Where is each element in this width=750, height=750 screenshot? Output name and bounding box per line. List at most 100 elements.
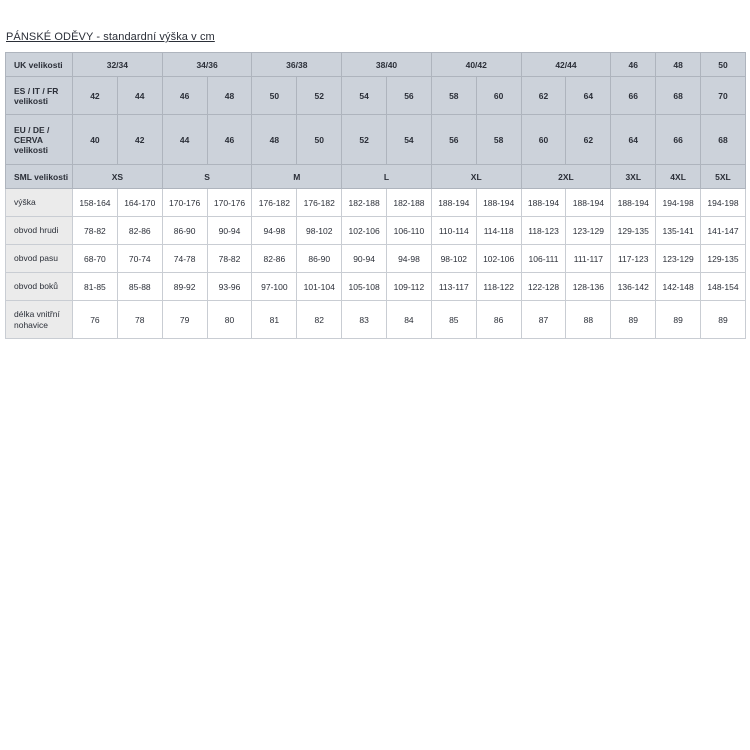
measurement-cell: 135-141 xyxy=(655,216,702,245)
header-cell: 3XL xyxy=(610,164,657,189)
measurement-cell: 113-117 xyxy=(430,272,477,301)
row-label: obvod hrudi xyxy=(5,216,73,245)
measurement-cell: 106-111 xyxy=(520,244,567,273)
header-cell: 64 xyxy=(565,76,612,115)
measurement-cell: 136-142 xyxy=(610,272,657,301)
measurement-cell: 86 xyxy=(475,300,522,339)
measurement-cell: 82 xyxy=(296,300,343,339)
header-cell: 60 xyxy=(520,114,567,165)
header-cell: 58 xyxy=(430,76,477,115)
size-table-container: UK velikosti 32/34 34/36 36/38 38/40 40/42 42/… xyxy=(5,52,746,339)
table-row: výška 158-164 164-170 170-176 170-176 176-182… xyxy=(5,188,746,217)
measurement-cell: 82-86 xyxy=(116,216,163,245)
table-row: obvod boků 81-85 85-88 89-92 93-96 97-100 101-… xyxy=(5,272,746,301)
measurement-cell: 102-106 xyxy=(341,216,388,245)
measurement-cell: 118-123 xyxy=(520,216,567,245)
measurement-cell: 111-117 xyxy=(565,244,612,273)
measurement-cell: 188-194 xyxy=(430,188,477,217)
header-cell: 52 xyxy=(296,76,343,115)
header-cell: 60 xyxy=(475,76,522,115)
row-header-label: SML velikosti xyxy=(5,164,73,189)
measurement-cell: 89 xyxy=(655,300,702,339)
measurement-cell: 81 xyxy=(251,300,298,339)
header-cell: 2XL xyxy=(520,164,612,189)
measurement-cell: 123-129 xyxy=(565,216,612,245)
header-cell: 44 xyxy=(116,76,163,115)
measurement-cell: 98-102 xyxy=(430,244,477,273)
header-cell: 38/40 xyxy=(341,52,432,77)
header-cell: 48 xyxy=(655,52,702,77)
header-cell: 62 xyxy=(520,76,567,115)
header-cell: 48 xyxy=(251,114,298,165)
size-table: UK velikosti 32/34 34/36 36/38 38/40 40/42 42/… xyxy=(5,52,746,339)
header-cell: 32/34 xyxy=(72,52,163,77)
measurement-cell: 84 xyxy=(386,300,432,339)
size-table-header-row: SML velikosti XS S M L XL 2XL 3XL 4XL 5XL xyxy=(5,164,746,189)
measurement-cell: 188-194 xyxy=(475,188,522,217)
measurement-cell: 188-194 xyxy=(520,188,567,217)
measurement-cell: 80 xyxy=(206,300,253,339)
header-cell: 48 xyxy=(206,76,253,115)
measurement-cell: 176-182 xyxy=(296,188,343,217)
header-cell: L xyxy=(341,164,432,189)
measurement-cell: 81-85 xyxy=(72,272,118,301)
header-cell: XS xyxy=(72,164,163,189)
size-table-header-row: EU / DE / CERVA velikosti 40 42 44 46 48 50 52 5… xyxy=(5,114,746,165)
header-cell: 40/42 xyxy=(430,52,522,77)
measurement-cell: 82-86 xyxy=(251,244,298,273)
row-label: délka vnitřní nohavice xyxy=(5,300,73,339)
measurement-cell: 194-198 xyxy=(700,188,746,217)
measurement-cell: 182-188 xyxy=(341,188,388,217)
header-cell: 58 xyxy=(475,114,522,165)
measurement-cell: 164-170 xyxy=(116,188,163,217)
header-cell: 42 xyxy=(72,76,118,115)
measurement-cell: 148-154 xyxy=(700,272,746,301)
measurement-cell: 89 xyxy=(610,300,657,339)
measurement-cell: 158-164 xyxy=(72,188,118,217)
measurement-cell: 194-198 xyxy=(655,188,702,217)
header-cell: 66 xyxy=(610,76,657,115)
header-cell: 56 xyxy=(430,114,477,165)
measurement-cell: 176-182 xyxy=(251,188,298,217)
header-cell: 44 xyxy=(161,114,208,165)
row-label: obvod pasu xyxy=(5,244,73,273)
header-cell: 46 xyxy=(206,114,253,165)
header-cell: 40 xyxy=(72,114,118,165)
measurement-cell: 98-102 xyxy=(296,216,343,245)
measurement-cell: 89-92 xyxy=(161,272,208,301)
header-cell: 68 xyxy=(700,114,746,165)
measurement-cell: 188-194 xyxy=(610,188,657,217)
header-cell: 36/38 xyxy=(251,52,343,77)
page-title: PÁNSKÉ ODĚVY - standardní výška v cm xyxy=(6,31,215,43)
header-cell: 46 xyxy=(610,52,657,77)
table-row: délka vnitřní nohavice 76 78 79 80 81 82 83 84 85… xyxy=(5,300,746,339)
measurement-cell: 88 xyxy=(565,300,612,339)
measurement-cell: 76 xyxy=(72,300,118,339)
size-table-body: UK velikosti 32/34 34/36 36/38 38/40 40/42 42/… xyxy=(5,52,746,339)
header-cell: 42 xyxy=(116,114,163,165)
measurement-cell: 101-104 xyxy=(296,272,343,301)
measurement-cell: 105-108 xyxy=(341,272,388,301)
header-cell: 4XL xyxy=(655,164,702,189)
measurement-cell: 129-135 xyxy=(700,244,746,273)
measurement-cell: 68-70 xyxy=(72,244,118,273)
row-header-label: UK velikosti xyxy=(5,52,73,77)
size-table-header-row: ES / IT / FR velikosti 42 44 46 48 50 52 54 56 58… xyxy=(5,76,746,115)
measurement-cell: 114-118 xyxy=(475,216,522,245)
measurement-cell: 94-98 xyxy=(251,216,298,245)
measurement-cell: 97-100 xyxy=(251,272,298,301)
measurement-cell: 182-188 xyxy=(386,188,432,217)
header-cell: 50 xyxy=(296,114,343,165)
measurement-cell: 109-112 xyxy=(386,272,432,301)
measurement-cell: 85 xyxy=(430,300,477,339)
measurement-cell: 142-148 xyxy=(655,272,702,301)
header-cell: S xyxy=(161,164,253,189)
measurement-cell: 123-129 xyxy=(655,244,702,273)
measurement-cell: 78 xyxy=(116,300,163,339)
measurement-cell: 188-194 xyxy=(565,188,612,217)
measurement-cell: 110-114 xyxy=(430,216,477,245)
measurement-cell: 83 xyxy=(341,300,388,339)
measurement-cell: 90-94 xyxy=(341,244,388,273)
header-cell: 5XL xyxy=(700,164,746,189)
